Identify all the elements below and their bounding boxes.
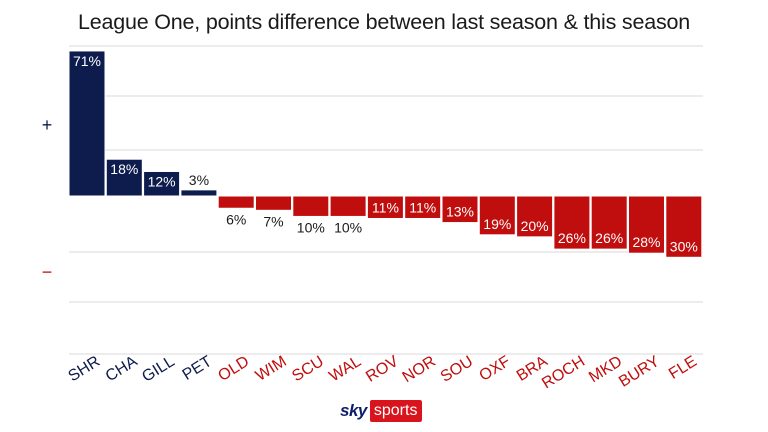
category-label: OLD bbox=[215, 353, 252, 385]
bar-value-label: 7% bbox=[263, 213, 283, 229]
bar-value-label: 28% bbox=[632, 234, 660, 250]
bar-bury bbox=[628, 195, 665, 254]
bar-value-label: 13% bbox=[446, 204, 474, 220]
bar-value-label: 20% bbox=[521, 218, 549, 234]
bar-fle bbox=[665, 195, 703, 258]
bar-bra bbox=[516, 195, 554, 238]
bar-gill bbox=[143, 170, 181, 197]
bar-value-label: 26% bbox=[595, 230, 623, 246]
bar-pet bbox=[180, 189, 218, 197]
category-label: SOU bbox=[438, 353, 476, 386]
bar-value-label: 10% bbox=[334, 219, 362, 235]
bar-value-label: 26% bbox=[558, 230, 586, 246]
category-label: GILL bbox=[139, 353, 178, 386]
bar-value-label: 30% bbox=[670, 238, 698, 254]
category-label: ROCH bbox=[539, 353, 588, 392]
bar-scu bbox=[292, 195, 330, 217]
bar-value-label: 3% bbox=[189, 172, 209, 188]
bar-nor bbox=[404, 195, 442, 219]
bar-wim bbox=[255, 195, 292, 211]
category-label: WAL bbox=[326, 353, 364, 386]
bar-sou bbox=[441, 195, 479, 224]
category-label: ROV bbox=[363, 353, 402, 386]
bar-rov bbox=[366, 195, 404, 219]
positive-marker: + bbox=[42, 115, 53, 135]
logo-sports-text: sports bbox=[369, 400, 423, 422]
bar-value-label: 11% bbox=[372, 199, 399, 215]
bar-shr bbox=[68, 50, 106, 197]
logo-sky-text: sky bbox=[338, 400, 370, 422]
bar-value-label: 12% bbox=[148, 173, 176, 189]
category-label: OXF bbox=[477, 353, 514, 385]
chart-title: League One, points difference between la… bbox=[77, 10, 691, 34]
category-label: WIM bbox=[253, 353, 290, 385]
bar-value-label: 19% bbox=[483, 216, 511, 232]
category-label: SHR bbox=[65, 353, 103, 385]
bar-roch bbox=[553, 195, 591, 250]
category-label: NOR bbox=[400, 353, 439, 386]
category-label: PET bbox=[180, 353, 216, 384]
category-label: CHA bbox=[103, 353, 141, 385]
bar-value-label: 18% bbox=[110, 161, 138, 177]
sky-sports-logo: sky sports bbox=[338, 400, 423, 422]
bar-value-label: 6% bbox=[226, 211, 246, 227]
bar-cha bbox=[105, 158, 143, 197]
category-label: FLE bbox=[666, 353, 700, 383]
bar-value-label: 11% bbox=[409, 199, 436, 215]
bar-mkd bbox=[590, 195, 628, 250]
category-label: SCU bbox=[289, 353, 327, 385]
category-label: BURY bbox=[616, 353, 663, 391]
negative-marker: − bbox=[42, 262, 53, 282]
bar-value-label: 71% bbox=[73, 53, 101, 69]
bar-wal bbox=[329, 195, 367, 217]
bar-old bbox=[217, 195, 255, 209]
bar-oxf bbox=[478, 195, 516, 236]
bar-value-label: 10% bbox=[297, 219, 325, 235]
